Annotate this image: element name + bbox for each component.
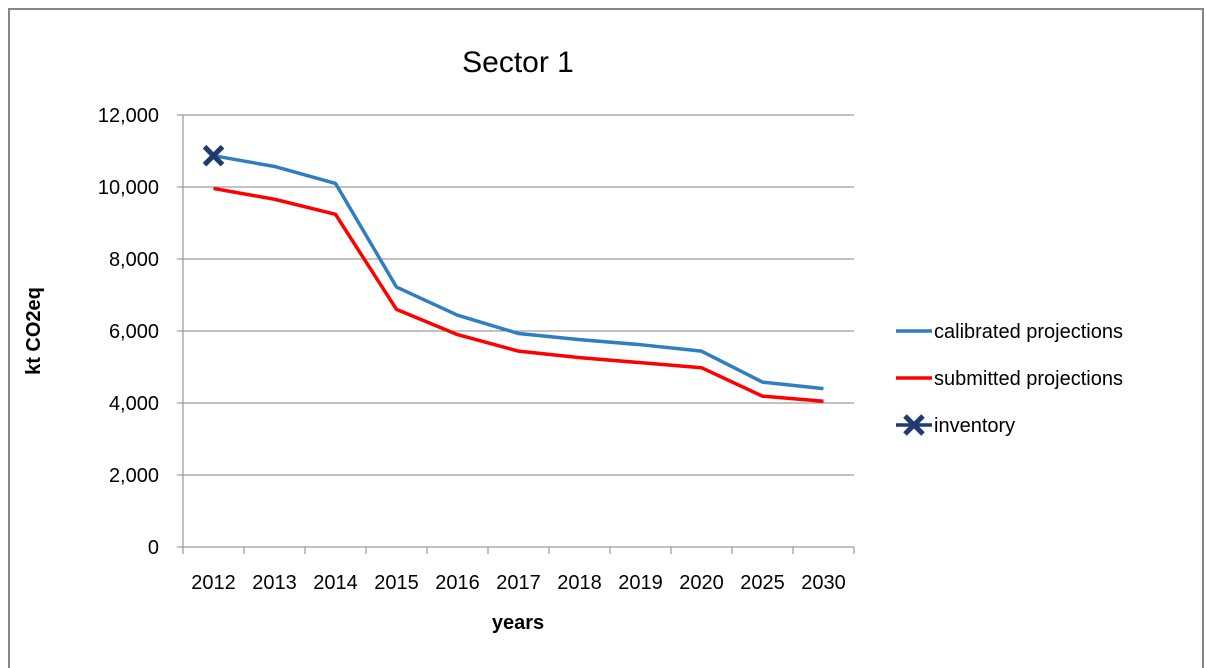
legend-label: inventory [934, 415, 1015, 437]
x-tick-label: 2025 [740, 572, 785, 594]
y-tick-label: 6,000 [109, 321, 159, 343]
x-tick-label: 2014 [313, 572, 358, 594]
x-axis-label: years [492, 612, 544, 634]
y-tick-label: 8,000 [109, 249, 159, 271]
x-tick-label: 2015 [374, 572, 419, 594]
x-tick-label: 2017 [496, 572, 541, 594]
series-line-1 [213, 186, 824, 403]
x-tick-label: 2012 [191, 572, 236, 594]
x-tick-label: 2013 [252, 572, 297, 594]
x-tick-labels: 2012 2013 2014 2015 2016 2017 2018 2019 2020 2025… [191, 572, 846, 594]
y-tick-label: 0 [148, 537, 159, 559]
x-tick-label: 2020 [679, 572, 724, 594]
chart-frame [8, 8, 1204, 668]
chart-title: Sector 1 [462, 46, 574, 79]
series-line-0 [213, 153, 824, 391]
x-tick-label: 2016 [435, 572, 480, 594]
y-tick-label: 12,000 [98, 105, 159, 127]
gridlines [177, 114, 854, 548]
x-tick-label: 2019 [618, 572, 663, 594]
legend: calibrated projections submitted projecti… [896, 321, 1123, 437]
axes [182, 115, 855, 554]
y-axis-label: kt CO2eq [23, 287, 45, 375]
legend-marker [903, 414, 925, 436]
inventory-marker [202, 144, 225, 167]
x-tick-label: 2030 [801, 572, 846, 594]
y-tick-label: 4,000 [109, 393, 159, 415]
legend-label: calibrated projections [934, 321, 1123, 343]
y-tick-label: 10,000 [98, 177, 159, 199]
y-tick-labels: 0 2,000 4,000 6,000 8,000 10,000 12,000 [98, 105, 159, 559]
series-markers [202, 144, 225, 167]
legend-label: submitted projections [934, 368, 1123, 390]
x-tick-label: 2018 [557, 572, 602, 594]
y-tick-label: 2,000 [109, 465, 159, 487]
series-lines [213, 153, 824, 403]
